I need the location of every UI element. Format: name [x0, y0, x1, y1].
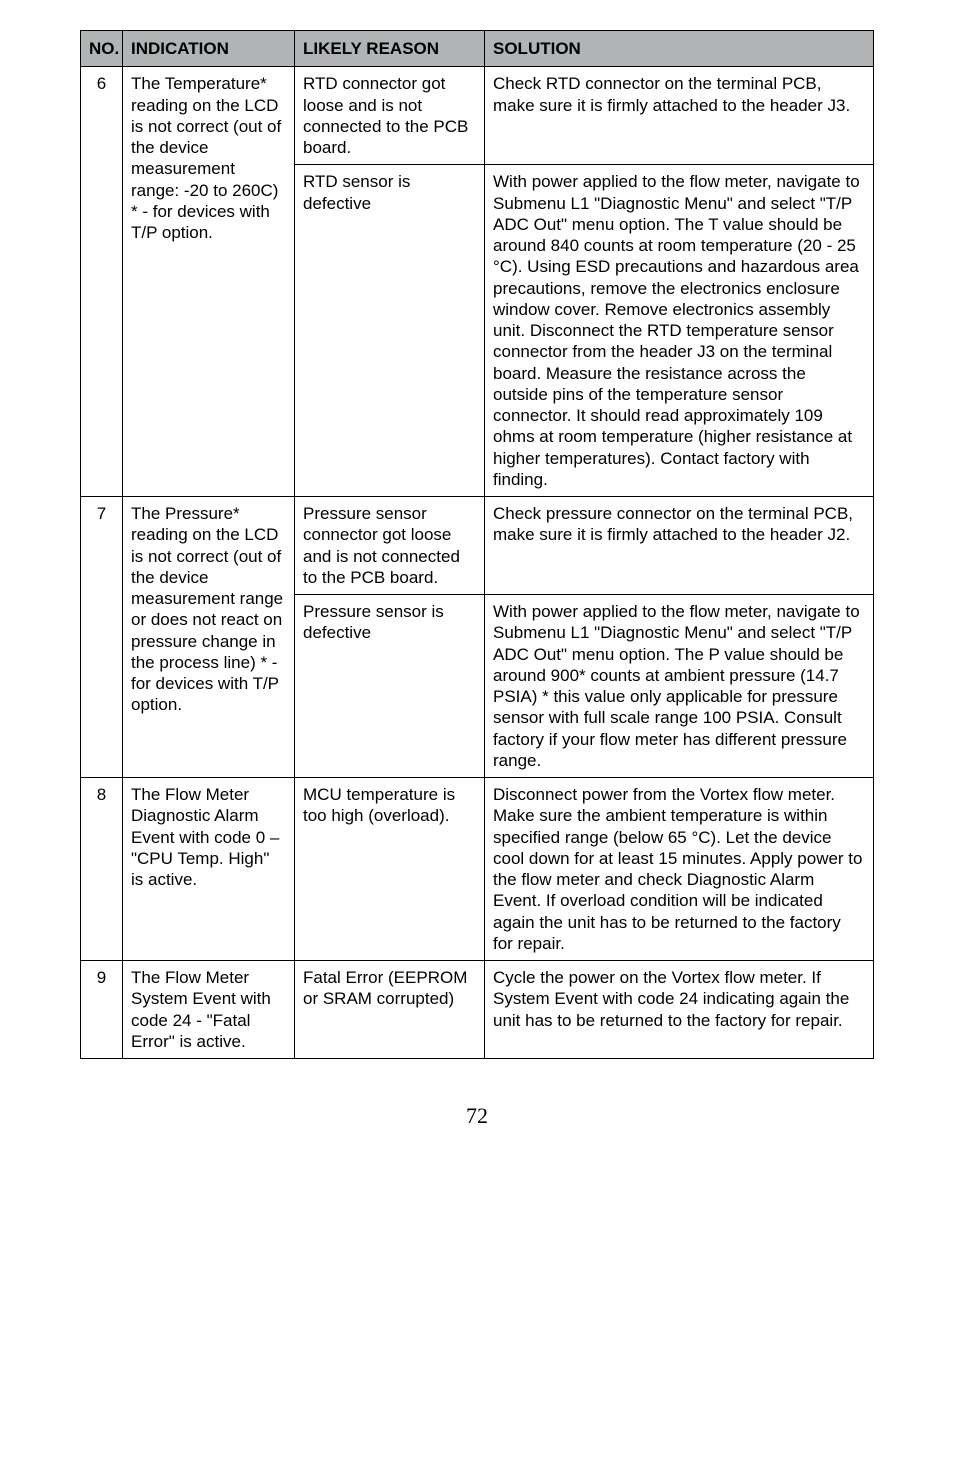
table-row: 6 The Temperature* reading on the LCD is… — [81, 67, 874, 165]
cell-reason: Fatal Error (EEPROM or SRAM corrupted) — [295, 961, 485, 1059]
page-number: 72 — [80, 1103, 874, 1129]
cell-solution: Disconnect power from the Vortex flow me… — [485, 778, 874, 961]
page-container: NO. INDICATION LIKELY REASON SOLUTION 6 … — [0, 0, 954, 1169]
cell-solution: With power applied to the flow meter, na… — [485, 165, 874, 497]
cell-indication: The Flow Meter System Event with code 24… — [123, 961, 295, 1059]
troubleshooting-table: NO. INDICATION LIKELY REASON SOLUTION 6 … — [80, 30, 874, 1059]
table-row: 8 The Flow Meter Diagnostic Alarm Event … — [81, 778, 874, 961]
cell-no: 8 — [81, 778, 123, 961]
cell-indication: The Flow Meter Diagnostic Alarm Event wi… — [123, 778, 295, 961]
col-header-reason: LIKELY REASON — [295, 31, 485, 67]
cell-solution: Check RTD connector on the terminal PCB,… — [485, 67, 874, 165]
cell-reason: Pressure sensor connector got loose and … — [295, 497, 485, 595]
table-header-row: NO. INDICATION LIKELY REASON SOLUTION — [81, 31, 874, 67]
table-row: 9 The Flow Meter System Event with code … — [81, 961, 874, 1059]
col-header-no: NO. — [81, 31, 123, 67]
cell-reason: RTD sensor is defective — [295, 165, 485, 497]
table-row: 7 The Pressure* reading on the LCD is no… — [81, 497, 874, 595]
cell-solution: Check pressure connector on the terminal… — [485, 497, 874, 595]
cell-indication: The Temperature* reading on the LCD is n… — [123, 67, 295, 497]
col-header-solution: SOLUTION — [485, 31, 874, 67]
cell-no: 7 — [81, 497, 123, 778]
cell-no: 9 — [81, 961, 123, 1059]
cell-solution: Cycle the power on the Vortex flow meter… — [485, 961, 874, 1059]
cell-reason: MCU temperature is too high (overload). — [295, 778, 485, 961]
cell-reason: RTD connector got loose and is not conne… — [295, 67, 485, 165]
cell-solution: With power applied to the flow meter, na… — [485, 595, 874, 778]
cell-indication: The Pressure* reading on the LCD is not … — [123, 497, 295, 778]
cell-reason: Pressure sensor is defective — [295, 595, 485, 778]
cell-no: 6 — [81, 67, 123, 497]
col-header-indication: INDICATION — [123, 31, 295, 67]
